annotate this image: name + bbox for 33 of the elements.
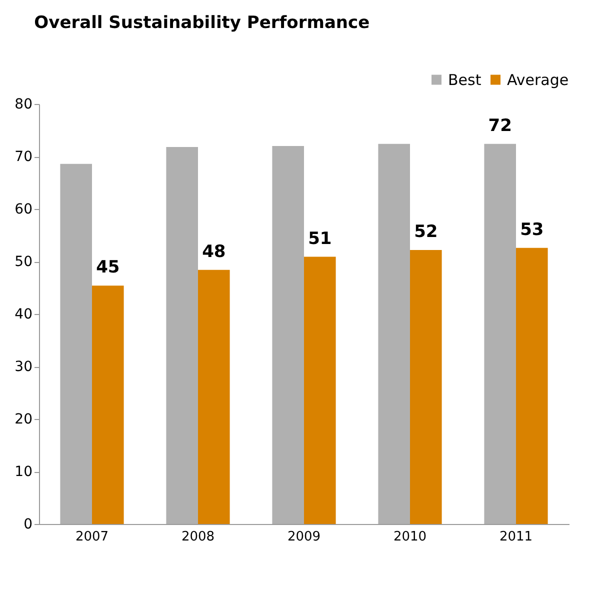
legend-label: Average [507, 70, 569, 89]
y-tick-label: 70 [14, 149, 32, 165]
y-tick-label: 60 [14, 202, 32, 218]
bar [92, 286, 124, 524]
y-tick-label: 30 [14, 359, 32, 375]
bar [484, 144, 516, 524]
bar [60, 164, 92, 524]
y-tick-label: 20 [14, 412, 32, 428]
x-tick-label: 2008 [181, 530, 215, 544]
data-label: 51 [308, 228, 332, 249]
bar [516, 248, 548, 524]
data-label: 45 [96, 258, 120, 278]
x-tick-label: 2011 [499, 530, 533, 544]
bar [378, 144, 410, 524]
x-tick-label: 2007 [75, 530, 109, 544]
y-tick-label: 40 [14, 306, 32, 322]
bar [304, 256, 336, 524]
bar [410, 250, 442, 524]
y-tick-label: 0 [24, 516, 32, 532]
legend-label: Best [448, 70, 482, 89]
data-label: 53 [520, 220, 544, 240]
data-label: 52 [414, 222, 438, 242]
data-label: 48 [202, 242, 226, 262]
y-tick-label: 10 [14, 464, 32, 480]
bar [166, 147, 198, 524]
y-tick-label: 50 [14, 254, 32, 270]
bar [198, 270, 230, 524]
chart-title: Overall Sustainability Performance [34, 13, 370, 33]
x-tick-label: 2009 [287, 530, 321, 544]
data-label: 72 [488, 116, 512, 136]
y-tick-label: 80 [14, 96, 32, 112]
bar [272, 146, 304, 524]
x-tick-label: 2010 [393, 530, 427, 544]
